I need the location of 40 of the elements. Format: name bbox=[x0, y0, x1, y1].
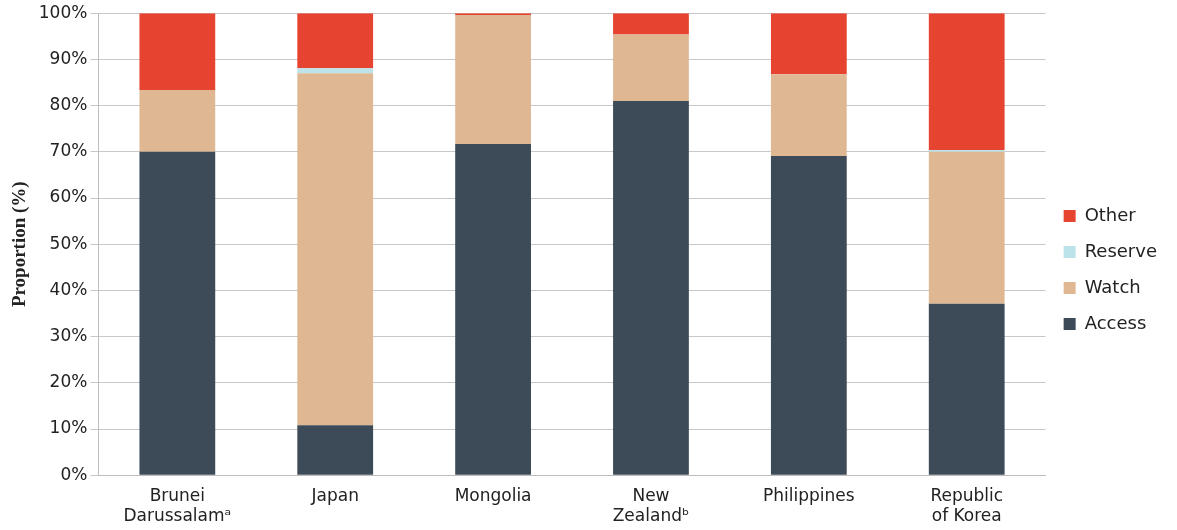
bar bbox=[455, 143, 531, 475]
legend-label: Access bbox=[1084, 311, 1147, 333]
bar bbox=[139, 89, 216, 152]
bar bbox=[928, 151, 1005, 304]
y-axis-title: Proportion (%) bbox=[8, 181, 31, 308]
bar bbox=[455, 15, 531, 144]
x-tick-label: Republic of Korea bbox=[930, 484, 1004, 526]
bar bbox=[770, 155, 847, 475]
x-tick-label: New Zealandᵇ bbox=[612, 484, 690, 526]
y-tick-label: 80% bbox=[49, 94, 88, 115]
x-tick-label: Philippines bbox=[763, 484, 855, 505]
y-tick-label: 70% bbox=[49, 140, 88, 161]
bar bbox=[928, 303, 1005, 475]
bar bbox=[297, 13, 374, 69]
y-tick-label: 0% bbox=[60, 463, 88, 484]
bar bbox=[297, 73, 374, 426]
bar bbox=[770, 74, 847, 156]
y-tick-label: 90% bbox=[49, 47, 88, 68]
bar bbox=[770, 13, 847, 75]
bar bbox=[139, 13, 216, 90]
legend-label: Reserve bbox=[1084, 239, 1158, 261]
y-tick-label: 40% bbox=[49, 278, 88, 299]
y-tick-label: 30% bbox=[49, 325, 88, 346]
x-tick-label: Japan bbox=[310, 484, 359, 505]
x-tick-label: Mongolia bbox=[454, 484, 532, 505]
bar bbox=[613, 100, 689, 475]
bar bbox=[139, 151, 216, 475]
bar bbox=[928, 13, 1005, 150]
bar bbox=[297, 425, 374, 475]
y-tick-label: 20% bbox=[49, 371, 88, 392]
bar bbox=[613, 34, 689, 101]
y-tick-label: 10% bbox=[49, 417, 88, 438]
bar bbox=[613, 13, 689, 35]
legend-label: Watch bbox=[1084, 275, 1141, 297]
y-tick-label: 50% bbox=[49, 232, 88, 253]
bar bbox=[297, 68, 374, 74]
legend-label: Other bbox=[1084, 203, 1137, 225]
y-tick-label: 60% bbox=[49, 186, 88, 207]
x-tick-label: Brunei Darussalamᵃ bbox=[123, 484, 232, 526]
y-tick-label: 100% bbox=[38, 1, 88, 22]
